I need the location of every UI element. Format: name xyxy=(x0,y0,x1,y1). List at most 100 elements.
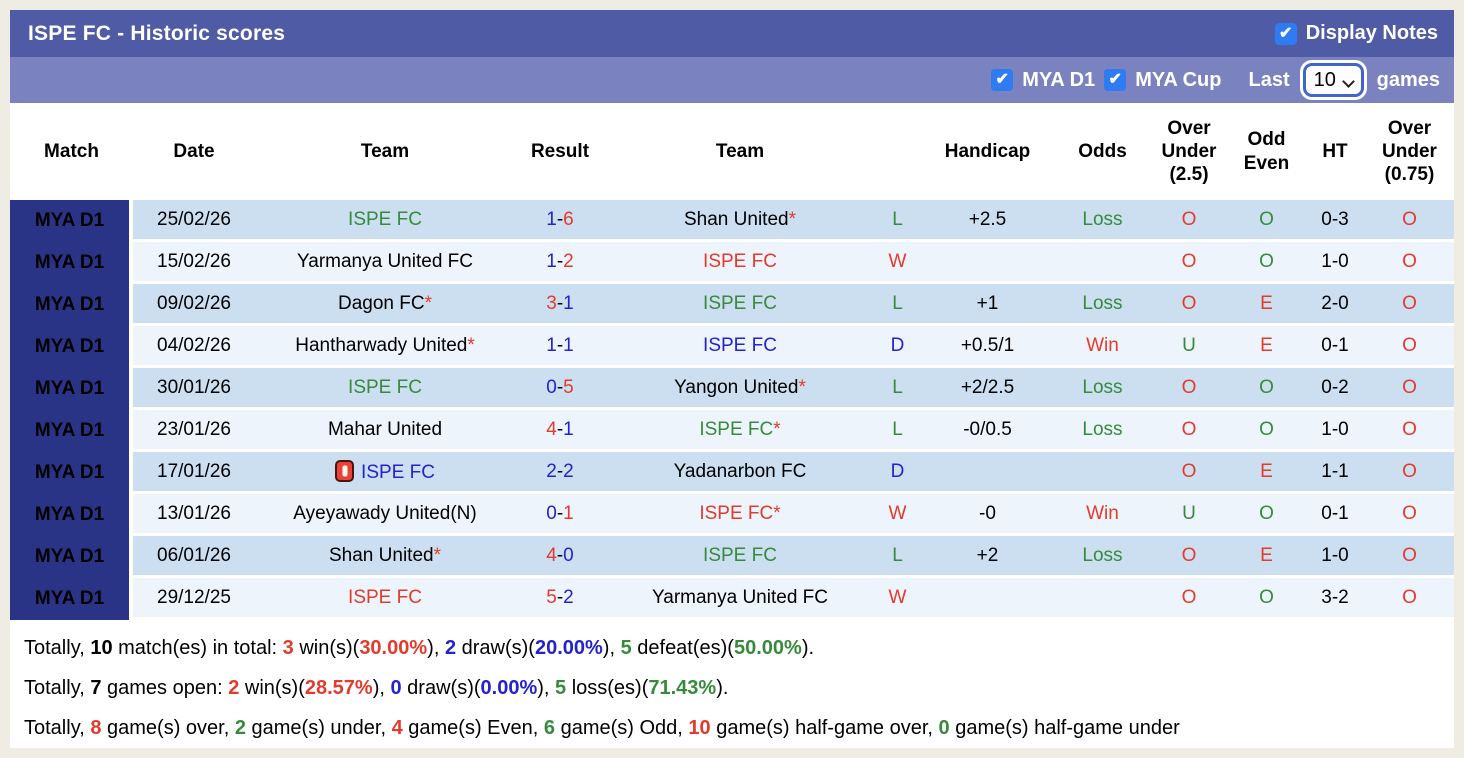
away-team-name: Shan United xyxy=(684,208,789,230)
odd-even-cell: E xyxy=(1228,284,1305,326)
date-cell: 29/12/25 xyxy=(133,578,255,620)
home-team-name: ISPE FC xyxy=(348,586,422,608)
over-under-25-cell-value: O xyxy=(1181,208,1197,230)
score-dash: - xyxy=(556,460,564,482)
summary-segment: ), xyxy=(537,677,556,699)
odd-even-cell: O xyxy=(1228,242,1305,284)
score-dash: - xyxy=(556,418,564,440)
promotion-star: * xyxy=(433,544,441,566)
odds-cell: Win xyxy=(1055,494,1150,536)
handicap-cell: +2/2.5 xyxy=(920,368,1055,410)
home-team-name: Dagon FC xyxy=(337,292,425,314)
display-notes-checkbox-icon[interactable]: ✔ xyxy=(1274,22,1297,45)
score-dash: - xyxy=(556,502,564,524)
wdl-cell-value: W xyxy=(888,250,907,272)
summary-segment: draw(s)( xyxy=(401,677,481,699)
odds-cell: Win xyxy=(1055,326,1150,368)
ht-cell: 0-1 xyxy=(1305,326,1365,368)
over-under-25-cell: O xyxy=(1150,536,1228,578)
odd-even-cell-value: O xyxy=(1259,502,1274,524)
odds-cell xyxy=(1055,578,1150,620)
odds-cell-value: Loss xyxy=(1082,376,1123,398)
title-bar: ISPE FC - Historic scores ✔ Display Note… xyxy=(10,10,1454,57)
wdl-cell-value: W xyxy=(888,586,907,608)
home-team-name: ISPE FC xyxy=(348,376,422,398)
handicap-cell-value: +0.5/1 xyxy=(960,334,1015,356)
summary-line-1: Totally, 10 match(es) in total: 3 win(s)… xyxy=(24,628,1454,668)
odd-even-cell-value: O xyxy=(1259,208,1274,230)
away-score: 6 xyxy=(563,208,574,230)
over-under-075-cell: O xyxy=(1365,368,1454,410)
summary-segment: game(s) half-game over, xyxy=(710,717,939,739)
result-cell: 5-2 xyxy=(515,578,605,620)
summary-segment: ), xyxy=(372,677,391,699)
wdl-cell: L xyxy=(875,200,920,242)
home-team-cell: ISPE FC xyxy=(255,200,515,242)
games-count-select[interactable]: 10 xyxy=(1313,69,1357,91)
summary-segment: game(s) Even, xyxy=(402,717,544,739)
filter-mya-cup[interactable]: ✔ MYA Cup xyxy=(1104,68,1222,92)
match-row: MYA D1 25/02/26 ISPE FC 1-6 Shan United* L +2.… xyxy=(10,200,1454,242)
summary-segment: game(s) Odd, xyxy=(555,717,689,739)
result-cell: 4-0 xyxy=(515,536,605,578)
historic-scores-table: Match Date Team Result Team Handicap Odds Over … xyxy=(10,103,1454,620)
score-dash: - xyxy=(556,250,564,272)
over-under-25-cell: O xyxy=(1150,200,1228,242)
summary-segment: win(s)( xyxy=(293,637,360,659)
away-team-cell: Shan United* xyxy=(605,200,875,242)
mya-cup-checkbox-icon[interactable]: ✔ xyxy=(1104,69,1127,91)
over-under-075-cell-value: O xyxy=(1402,586,1417,608)
match-row: MYA D1 09/02/26 Dagon FC* 3-1 ISPE FC L +1 Loss… xyxy=(10,284,1454,326)
league-cell: MYA D1 xyxy=(10,410,133,452)
over-under-25-cell: U xyxy=(1150,326,1228,368)
match-row: MYA D1 13/01/26 Ayeyawady United(N) 0-1 ISPE… xyxy=(10,494,1454,536)
column-header-4: Team xyxy=(605,103,875,200)
column-header-11: Over Under (0.75) xyxy=(1365,103,1454,200)
odds-cell-value: Loss xyxy=(1082,292,1123,314)
mya-d1-checkbox-icon[interactable]: ✔ xyxy=(991,69,1014,91)
handicap-cell: -0 xyxy=(920,494,1055,536)
match-row: MYA D1 06/01/26 Shan United* 4-0 ISPE FC L +2 L… xyxy=(10,536,1454,578)
handicap-cell: -0/0.5 xyxy=(920,410,1055,452)
away-score: 2 xyxy=(563,586,574,608)
summary-segment: 2 xyxy=(228,677,240,699)
filter-mya-d1[interactable]: ✔ MYA D1 xyxy=(991,69,1095,92)
promotion-star: * xyxy=(424,292,432,314)
wdl-cell-value: D xyxy=(890,460,905,482)
away-team-name: Yangon United xyxy=(674,376,799,398)
handicap-cell-value: +2.5 xyxy=(968,208,1007,230)
summary-segment: Totally, xyxy=(24,677,91,699)
score-dash: - xyxy=(556,208,564,230)
display-notes-label[interactable]: Display Notes xyxy=(1305,22,1438,44)
result-cell: 0-1 xyxy=(515,494,605,536)
summary-segment: Totally, xyxy=(24,637,91,659)
away-team-cell: ISPE FC* xyxy=(605,410,875,452)
summary-segment: match(es) in total: xyxy=(112,637,283,659)
away-team-cell: ISPE FC xyxy=(605,284,875,326)
home-score: 1 xyxy=(546,250,557,272)
summary-segment: 8 xyxy=(90,717,102,739)
odds-cell-value: Loss xyxy=(1082,208,1123,230)
over-under-075-cell: O xyxy=(1365,494,1454,536)
match-row: MYA D1 15/02/26 Yarmanya United FC 1-2 ISPE … xyxy=(10,242,1454,284)
last-label: Last xyxy=(1248,68,1290,91)
promotion-star: * xyxy=(773,502,781,524)
odd-even-cell-value: O xyxy=(1259,418,1274,440)
display-notes-toggle[interactable]: ✔ Display Notes xyxy=(1274,22,1438,45)
mya-d1-label[interactable]: MYA D1 xyxy=(1022,68,1096,91)
match-row: MYA D1 04/02/26 Hantharwady United* 1-1 ISPE… xyxy=(10,326,1454,368)
over-under-25-cell: O xyxy=(1150,242,1228,284)
ht-cell-value: 1-0 xyxy=(1321,250,1349,272)
date-cell: 25/02/26 xyxy=(133,200,255,242)
summary-segment: defeat(es)( xyxy=(631,637,734,659)
result-cell: 2-2 xyxy=(515,452,605,494)
handicap-cell: +2.5 xyxy=(920,200,1055,242)
summary-segment: 0 xyxy=(390,677,402,699)
over-under-075-cell-value: O xyxy=(1402,250,1417,272)
odds-cell: Loss xyxy=(1055,536,1150,578)
over-under-075-cell: O xyxy=(1365,452,1454,494)
odds-cell: Loss xyxy=(1055,410,1150,452)
over-under-075-cell-value: O xyxy=(1402,460,1417,482)
column-header-9: Odd Even xyxy=(1228,103,1305,200)
mya-cup-label[interactable]: MYA Cup xyxy=(1135,68,1222,91)
